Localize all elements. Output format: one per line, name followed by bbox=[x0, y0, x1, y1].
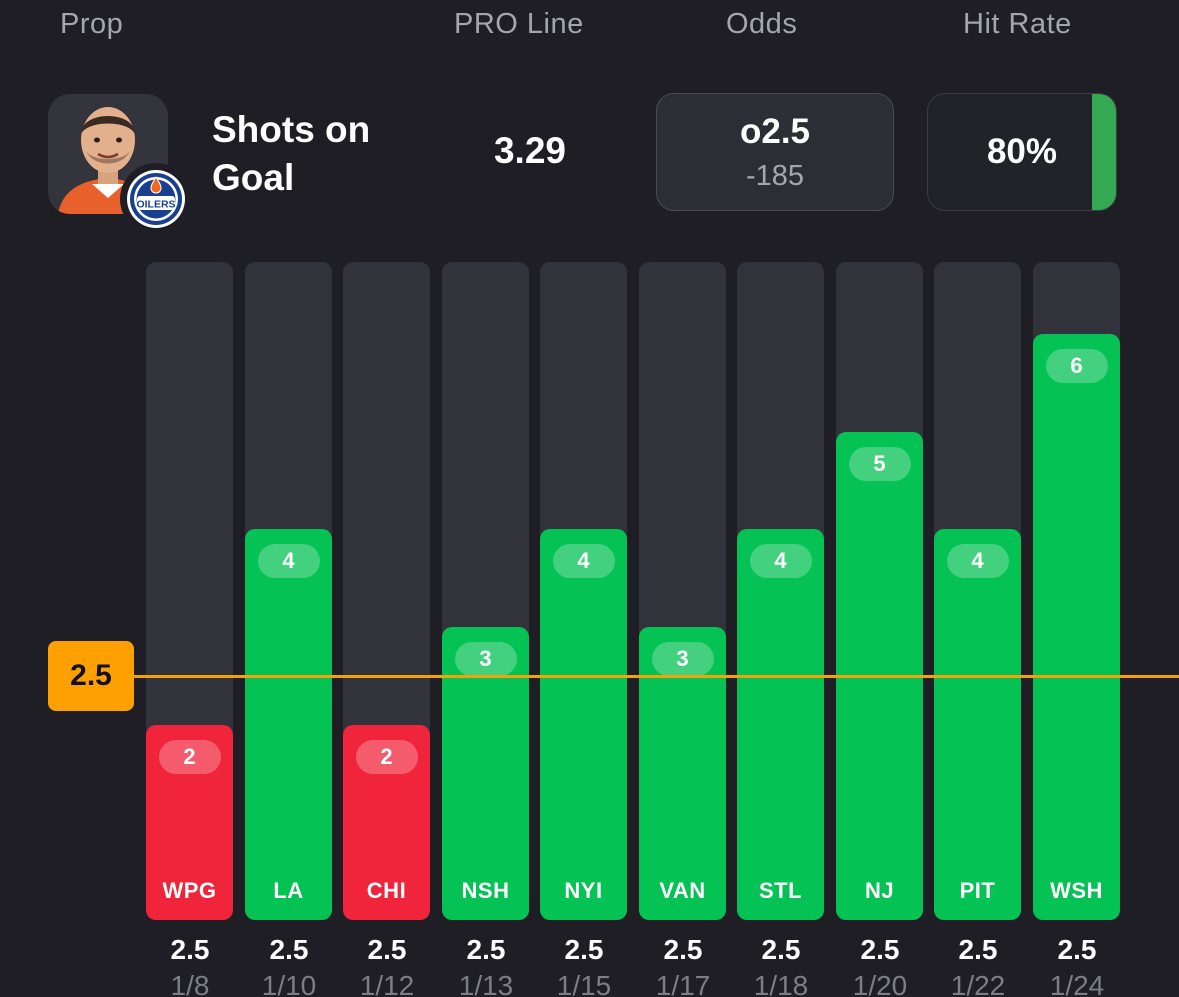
prop-name: Shots on Goal bbox=[212, 109, 371, 198]
bar-fill: 4 PIT bbox=[934, 529, 1021, 920]
bar-opponent-label: LA bbox=[273, 878, 304, 903]
bar-value-label: 4 bbox=[552, 544, 615, 578]
bar-opponent-label: NJ bbox=[864, 878, 895, 903]
bar-opponent-label: NSH bbox=[461, 878, 510, 903]
pro-line-value: 3.29 bbox=[493, 130, 566, 171]
game-line-label: 2.5 bbox=[1057, 934, 1097, 965]
header-hit-rate[interactable]: Hit Rate bbox=[963, 8, 1072, 40]
bar-fill: 3 VAN bbox=[639, 627, 726, 920]
game-line-label: 2.5 bbox=[466, 934, 506, 965]
hit-rate-indicator bbox=[1092, 94, 1116, 210]
bar-value-label: 4 bbox=[946, 544, 1009, 578]
bar-opponent-label: CHI bbox=[366, 878, 407, 903]
game-date-label: 1/12 bbox=[359, 970, 415, 997]
bar-column[interactable]: 3 NSH bbox=[442, 262, 529, 920]
bar-opponent-label: STL bbox=[758, 878, 803, 903]
bar-value-label: 6 bbox=[1045, 349, 1108, 383]
header-pro-line[interactable]: PRO Line bbox=[454, 8, 584, 40]
threshold-tag[interactable]: 2.5 bbox=[48, 641, 134, 711]
team-logo-text: OILERS bbox=[136, 199, 175, 211]
bar-column[interactable]: 6 WSH bbox=[1033, 262, 1120, 920]
bar-value-label: 4 bbox=[257, 544, 320, 578]
game-date-label: 1/24 bbox=[1049, 970, 1105, 997]
bar-opponent-label: PIT bbox=[959, 878, 996, 903]
bar-fill: 6 WSH bbox=[1033, 334, 1120, 920]
game-line-label: 2.5 bbox=[367, 934, 407, 965]
bar-value-label: 4 bbox=[749, 544, 812, 578]
game-line-label: 2.5 bbox=[564, 934, 604, 965]
bar-value-label: 2 bbox=[158, 740, 221, 774]
bar-column[interactable]: 2 CHI bbox=[343, 262, 430, 920]
bar-opponent-label: VAN bbox=[659, 878, 706, 903]
bar-value-label: 5 bbox=[848, 447, 911, 481]
bar-column[interactable]: 4 STL bbox=[737, 262, 824, 920]
bar-column[interactable]: 3 VAN bbox=[639, 262, 726, 920]
game-date-label: 1/20 bbox=[852, 970, 908, 997]
header-odds[interactable]: Odds bbox=[726, 8, 798, 40]
bar-value-label: 2 bbox=[355, 740, 418, 774]
bar-fill: 2 CHI bbox=[343, 725, 430, 920]
odds-button[interactable]: o2.5 -185 bbox=[656, 93, 894, 211]
odds-price: -185 bbox=[745, 160, 805, 192]
game-date-label: 1/13 bbox=[458, 970, 514, 997]
bar-column[interactable]: 4 NYI bbox=[540, 262, 627, 920]
bar-column[interactable]: 5 NJ bbox=[836, 262, 923, 920]
bar-column[interactable]: 4 PIT bbox=[934, 262, 1021, 920]
hit-rate-value: 80% bbox=[986, 132, 1058, 171]
game-line-label: 2.5 bbox=[860, 934, 900, 965]
bar-column[interactable]: 2 WPG bbox=[146, 262, 233, 920]
odds-line: o2.5 bbox=[739, 112, 811, 151]
game-line-label: 2.5 bbox=[761, 934, 801, 965]
game-date-label: 1/8 bbox=[170, 970, 210, 997]
bar-fill: 4 NYI bbox=[540, 529, 627, 920]
team-logo-icon: OILERS bbox=[127, 170, 185, 228]
bar-opponent-label: WPG bbox=[162, 878, 217, 903]
game-line-label: 2.5 bbox=[663, 934, 703, 965]
game-date-label: 1/10 bbox=[261, 970, 317, 997]
game-date-label: 1/15 bbox=[556, 970, 612, 997]
bar-fill: 3 NSH bbox=[442, 627, 529, 920]
bar-fill: 4 STL bbox=[737, 529, 824, 920]
threshold-line bbox=[130, 675, 1179, 678]
team-logo-wrap: OILERS bbox=[120, 163, 192, 235]
bar-value-label: 3 bbox=[454, 642, 517, 676]
bar-fill: 4 LA bbox=[245, 529, 332, 920]
game-line-label: 2.5 bbox=[958, 934, 998, 965]
bar-value-label: 3 bbox=[651, 642, 714, 676]
bar-column[interactable]: 4 LA bbox=[245, 262, 332, 920]
bar-opponent-label: WSH bbox=[1050, 878, 1103, 903]
bar-opponent-label: NYI bbox=[564, 878, 603, 903]
game-date-label: 1/18 bbox=[753, 970, 809, 997]
game-date-label: 1/17 bbox=[655, 970, 711, 997]
header-prop[interactable]: Prop bbox=[60, 8, 124, 40]
game-line-label: 2.5 bbox=[269, 934, 309, 965]
hit-rate-box[interactable]: 80% bbox=[927, 93, 1117, 211]
bar-fill: 2 WPG bbox=[146, 725, 233, 920]
game-date-label: 1/22 bbox=[950, 970, 1006, 997]
game-line-label: 2.5 bbox=[170, 934, 210, 965]
